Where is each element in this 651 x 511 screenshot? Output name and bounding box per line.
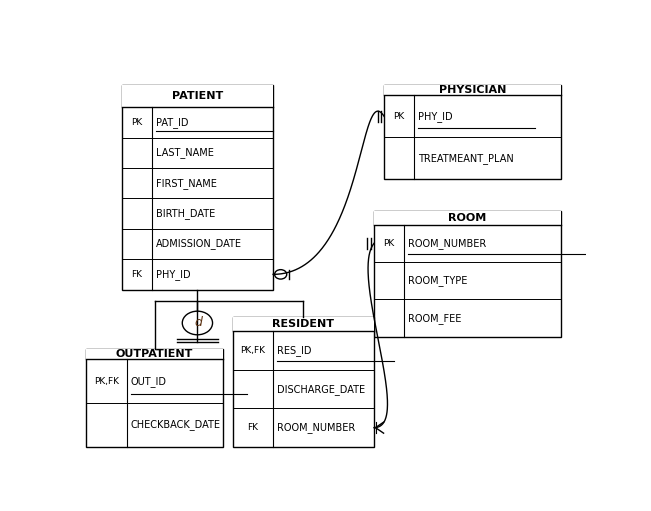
Text: BIRTH_DATE: BIRTH_DATE xyxy=(156,208,215,219)
Bar xyxy=(122,85,273,107)
Text: PK: PK xyxy=(132,118,143,127)
Text: TREATMEANT_PLAN: TREATMEANT_PLAN xyxy=(419,153,514,164)
Text: ADMISSION_DATE: ADMISSION_DATE xyxy=(156,239,242,249)
Text: FIRST_NAME: FIRST_NAME xyxy=(156,178,217,189)
Text: LAST_NAME: LAST_NAME xyxy=(156,148,214,158)
Bar xyxy=(374,211,561,225)
Text: ROOM_NUMBER: ROOM_NUMBER xyxy=(277,422,355,433)
Bar xyxy=(87,349,223,359)
Text: PHY_ID: PHY_ID xyxy=(419,111,453,122)
Text: FK: FK xyxy=(247,423,258,432)
Text: ROOM_FEE: ROOM_FEE xyxy=(408,313,462,323)
Text: PHYSICIAN: PHYSICIAN xyxy=(439,85,506,95)
Bar xyxy=(233,317,374,331)
Bar xyxy=(374,211,561,337)
Text: DISCHARGE_DATE: DISCHARGE_DATE xyxy=(277,384,365,394)
Bar xyxy=(384,85,561,96)
Text: OUT_ID: OUT_ID xyxy=(131,376,167,387)
Text: PK,FK: PK,FK xyxy=(240,346,266,355)
Text: PHY_ID: PHY_ID xyxy=(156,269,191,280)
Bar xyxy=(384,85,561,179)
Text: CHECKBACK_DATE: CHECKBACK_DATE xyxy=(131,420,221,430)
Text: d: d xyxy=(195,316,202,330)
Text: ROOM_TYPE: ROOM_TYPE xyxy=(408,275,467,286)
Text: PK: PK xyxy=(383,239,395,248)
Text: ROOM: ROOM xyxy=(448,213,486,223)
Bar xyxy=(233,317,374,447)
Bar xyxy=(122,85,273,290)
Text: RES_ID: RES_ID xyxy=(277,345,312,356)
Bar xyxy=(87,349,223,447)
Text: PAT_ID: PAT_ID xyxy=(156,117,189,128)
Text: OUTPATIENT: OUTPATIENT xyxy=(116,349,193,359)
Text: PK,FK: PK,FK xyxy=(94,377,119,386)
Text: PK: PK xyxy=(394,112,405,121)
Text: PATIENT: PATIENT xyxy=(172,91,223,101)
Text: RESIDENT: RESIDENT xyxy=(272,319,335,329)
Text: ROOM_NUMBER: ROOM_NUMBER xyxy=(408,238,486,249)
Text: FK: FK xyxy=(132,270,143,279)
